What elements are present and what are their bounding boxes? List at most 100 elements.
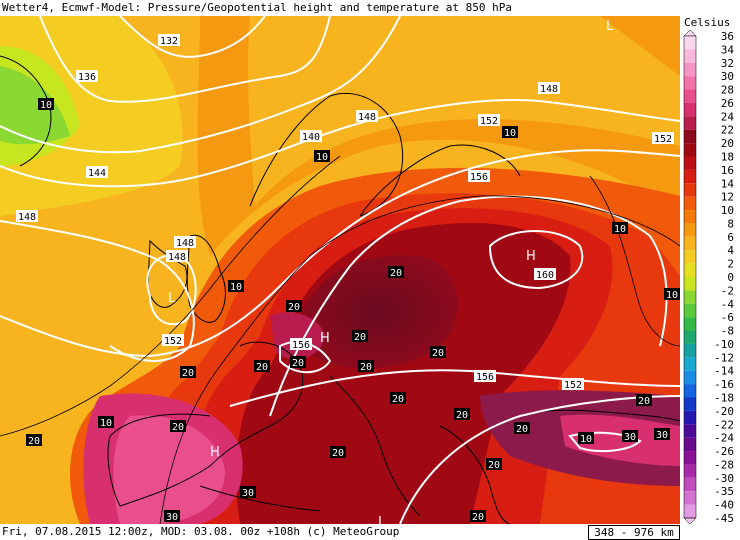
temp-label: 30 (622, 430, 638, 443)
temp-label-text: 20 (390, 268, 402, 279)
height-label: 136 (76, 70, 98, 83)
height-label-group: 132 136 140 144 148 148 148 148 152 152 … (16, 34, 674, 391)
footer-caption: Fri, 07.08.2015 12:00z, MOD: 03.08. 00z … (2, 525, 400, 538)
color-legend: Celsius 36 34 32 30 28 26 24 22 20 18 16 14 12 10 8 6 4 2… (680, 16, 740, 524)
height-label-text: 152 (480, 116, 498, 127)
legend-tick-label: -30 (714, 472, 734, 485)
legend-tick-label: 2 (727, 258, 734, 271)
temp-label: 20 (290, 356, 306, 369)
temp-label: 10 (228, 280, 244, 293)
legend-tick-label: 6 (727, 231, 734, 244)
legend-swatch (684, 76, 696, 90)
legend-tick-label: 26 (721, 97, 734, 110)
scale-bar: 348 - 976 km (588, 525, 680, 540)
coast-britain (186, 234, 226, 323)
temp-label: 20 (358, 360, 374, 373)
temp-label-text: 30 (166, 512, 178, 523)
legend-swatch (684, 89, 696, 103)
temp-label-text: 20 (172, 422, 184, 433)
height-label-text: 148 (18, 212, 36, 223)
temp-label: 20 (352, 330, 368, 343)
height-label: 148 (538, 82, 560, 95)
temp-label-text: 10 (316, 152, 328, 163)
isoline-136 (39, 16, 331, 103)
legend-swatch (684, 183, 696, 197)
legend-tick-label: -24 (714, 432, 734, 445)
height-label-text: 156 (476, 372, 494, 383)
legend-swatch (684, 290, 696, 304)
legend-swatch (684, 397, 696, 411)
height-label-text: 152 (164, 336, 182, 347)
legend-tick-label: -18 (714, 392, 734, 405)
temp-label: 20 (388, 266, 404, 279)
temp-label: 20 (470, 510, 486, 523)
height-label: 156 (474, 370, 496, 383)
legend-swatch (684, 236, 696, 251)
map-canvas: 132 136 140 144 148 148 148 148 152 152 … (0, 16, 680, 524)
temp-label-text: 10 (230, 282, 242, 293)
legend-tick-label: 0 (727, 271, 734, 284)
temp-label-text: 20 (392, 394, 404, 405)
temp-label-text: 20 (432, 348, 444, 359)
temp-label-text: 20 (472, 512, 484, 523)
legend-swatch (684, 464, 696, 478)
coast-balkans (439, 425, 511, 524)
height-label: 148 (356, 110, 378, 123)
height-label: 148 (16, 210, 38, 223)
temp-field-iberia-core (113, 415, 225, 524)
temp-field-core-france (300, 255, 458, 369)
temp-label-text: 20 (488, 460, 500, 471)
legend-tick-label: 18 (721, 151, 734, 164)
low-center-africa: L (378, 515, 386, 524)
temp-field-greenland-cold (0, 66, 70, 145)
legend-swatch (684, 451, 696, 465)
isoline-160 (488, 230, 584, 290)
legend-tick-label: -16 (714, 378, 734, 391)
height-label: 156 (290, 338, 312, 351)
legend-tick-label: -8 (721, 325, 734, 338)
height-label-text: 152 (564, 380, 582, 391)
legend-tick-label: -40 (714, 499, 734, 512)
height-label: 140 (300, 130, 322, 143)
legend-swatch (684, 343, 696, 358)
temp-label-text: 20 (292, 358, 304, 369)
high-center-russia: H (526, 249, 536, 264)
legend-tick-label: 28 (721, 84, 734, 97)
temp-label: 10 (612, 222, 628, 235)
legend-tick-label: 30 (721, 70, 734, 83)
legend-tick-label: 22 (721, 124, 734, 137)
temp-field-turkey-core (560, 414, 680, 466)
chart-title: Wetter4, Ecmwf-Model: Pressure/Geopotent… (0, 0, 682, 16)
legend-tick-label: -28 (714, 458, 734, 471)
legend-tick-label: -45 (714, 512, 734, 524)
legend-swatch (684, 491, 696, 505)
temp-label: 30 (654, 428, 670, 441)
legend-tick-label: 8 (727, 217, 734, 230)
legend-swatch (684, 357, 696, 371)
temp-label: 30 (164, 510, 180, 523)
weather-map: 132 136 140 144 148 148 148 148 152 152 … (0, 16, 680, 524)
legend-swatch (684, 504, 696, 518)
legend-swatch (684, 477, 696, 492)
height-isolines (0, 16, 680, 524)
legend-swatch (684, 223, 696, 237)
legend-tick-label: -22 (714, 418, 734, 431)
legend-swatch (684, 437, 696, 452)
height-label-text: 160 (536, 270, 554, 281)
temp-label: 10 (38, 98, 54, 111)
legend-tick-label: 4 (727, 244, 734, 257)
height-label: 156 (468, 170, 490, 183)
coast-north-africa (199, 485, 321, 512)
temp-label-text: 10 (614, 224, 626, 235)
legend-swatch (684, 62, 696, 77)
footer-bar: Fri, 07.08.2015 12:00z, MOD: 03.08. 00z … (0, 524, 740, 540)
temp-label-text: 20 (288, 302, 300, 313)
temp-label-text: 30 (624, 432, 636, 443)
height-label: 152 (562, 378, 584, 391)
legend-swatch (684, 169, 696, 184)
height-label-text: 156 (470, 172, 488, 183)
height-label-text: 136 (78, 72, 96, 83)
low-center-atlantic: L (168, 291, 176, 306)
legend-tick-label: -35 (714, 485, 734, 498)
temp-label-text: 20 (516, 424, 528, 435)
